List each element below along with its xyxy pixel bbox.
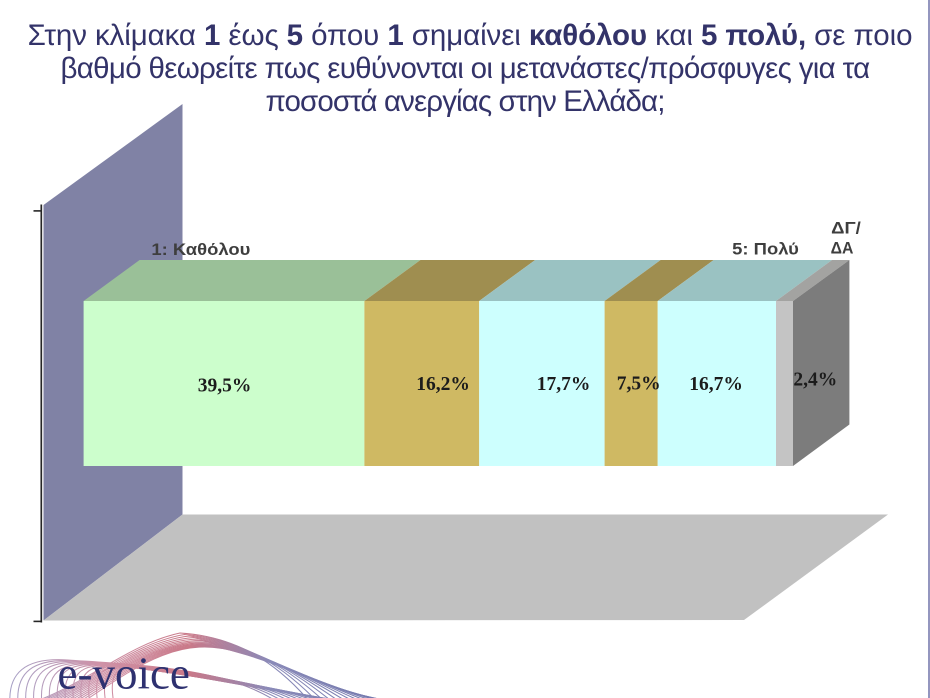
svg-text:ΔΑ: ΔΑ bbox=[831, 239, 854, 257]
svg-text:1: Καθόλου: 1: Καθόλου bbox=[151, 241, 250, 259]
svg-text:16,2%: 16,2% bbox=[416, 374, 470, 395]
svg-text:5: Πολύ: 5: Πολύ bbox=[732, 240, 799, 258]
svg-text:2,4%: 2,4% bbox=[793, 370, 837, 391]
svg-text:16,7%: 16,7% bbox=[689, 374, 743, 395]
svg-text:17,7%: 17,7% bbox=[537, 374, 591, 395]
svg-text:ΔΓ/: ΔΓ/ bbox=[831, 220, 861, 238]
svg-text:e-voice: e-voice bbox=[58, 649, 190, 698]
svg-text:39,5%: 39,5% bbox=[198, 375, 252, 396]
svg-text:7,5%: 7,5% bbox=[617, 374, 661, 395]
